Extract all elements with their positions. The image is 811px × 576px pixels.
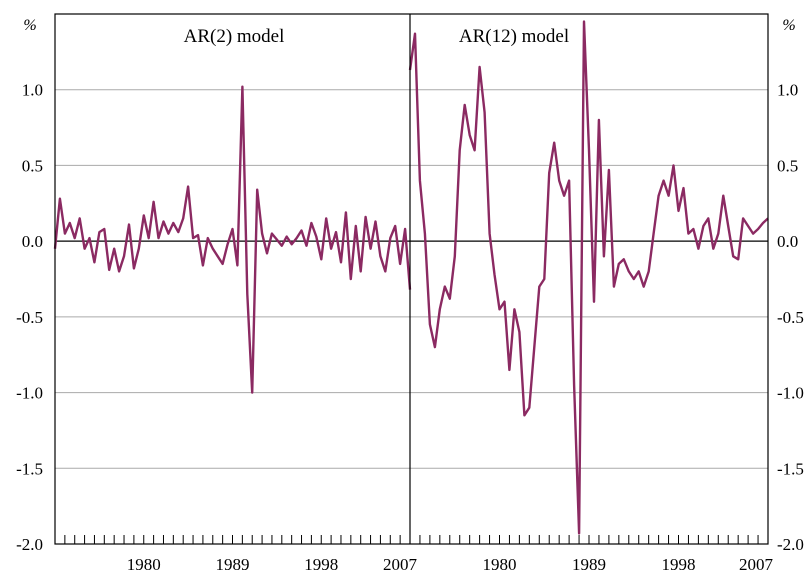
plot-frame bbox=[54, 13, 769, 545]
x-tick-label-left: 2007 bbox=[383, 555, 418, 574]
x-tick-label-left: 1980 bbox=[127, 555, 161, 574]
x-tick-label-right: 1980 bbox=[483, 555, 517, 574]
y-tick-label-left: -1.5 bbox=[16, 459, 43, 478]
y-tick-label-right: -0.5 bbox=[777, 308, 804, 327]
panel-title-right: AR(12) model bbox=[459, 26, 569, 47]
series-line-ar12 bbox=[408, 20, 769, 535]
y-tick-label-right: 0.5 bbox=[777, 156, 798, 175]
y-tick-label-left: 0.0 bbox=[22, 232, 43, 251]
y-tick-label-left: -1.0 bbox=[16, 384, 43, 403]
y-tick-label-right: 0.0 bbox=[777, 232, 798, 251]
y-tick-label-left: 0.5 bbox=[22, 156, 43, 175]
outer-frame bbox=[54, 13, 769, 545]
x-tick-label-left: 1998 bbox=[304, 555, 338, 574]
x-tick-label-right: 2007 bbox=[739, 555, 774, 574]
series-layer bbox=[53, 20, 769, 535]
y-tick-label-right: -1.0 bbox=[777, 384, 804, 403]
grid-lines bbox=[55, 89, 768, 469]
y-tick-label-left: -2.0 bbox=[16, 535, 43, 554]
unit-label-left: % bbox=[23, 17, 36, 34]
y-tick-label-left: 1.0 bbox=[22, 81, 43, 100]
y-tick-label-right: -1.5 bbox=[777, 459, 804, 478]
x-tick-label-right: 1998 bbox=[662, 555, 696, 574]
panel-title-left: AR(2) model bbox=[184, 26, 285, 47]
x-tick-label-left: 1989 bbox=[216, 555, 250, 574]
unit-label-right: % bbox=[782, 17, 795, 34]
ticks: 1.0 0.5 0.0 -0.5 -1.0 -1.5 -2.0 1980 1989 1998 200… bbox=[16, 81, 804, 574]
x-tick-label-right: 1989 bbox=[572, 555, 606, 574]
y-tick-label-right: -2.0 bbox=[777, 535, 804, 554]
labels: % % AR(2) model AR(12) model bbox=[23, 17, 795, 47]
y-tick-label-left: -0.5 bbox=[16, 308, 43, 327]
y-tick-label-right: 1.0 bbox=[777, 81, 798, 100]
series-line-ar2 bbox=[53, 85, 412, 394]
